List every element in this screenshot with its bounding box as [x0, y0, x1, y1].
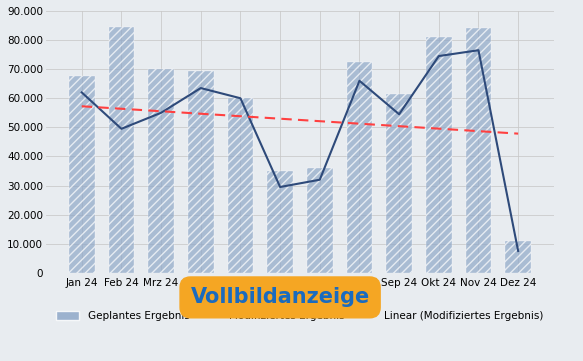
Bar — [346, 62, 373, 273]
Bar — [307, 168, 333, 273]
Bar — [69, 77, 94, 273]
Bar — [108, 27, 134, 273]
Bar — [267, 171, 293, 273]
Bar — [386, 94, 412, 273]
Bar — [466, 29, 491, 273]
Legend: Geplantes Ergebnis, Modifiziertes Ergebnis, Linear (Modifiziertes Ergebnis): Geplantes Ergebnis, Modifiziertes Ergebn… — [52, 307, 548, 325]
Bar — [227, 98, 254, 273]
Text: Vollbildanzeige: Vollbildanzeige — [191, 287, 370, 307]
Bar — [426, 37, 452, 273]
Bar — [505, 241, 531, 273]
Bar — [148, 69, 174, 273]
Bar — [188, 71, 213, 273]
